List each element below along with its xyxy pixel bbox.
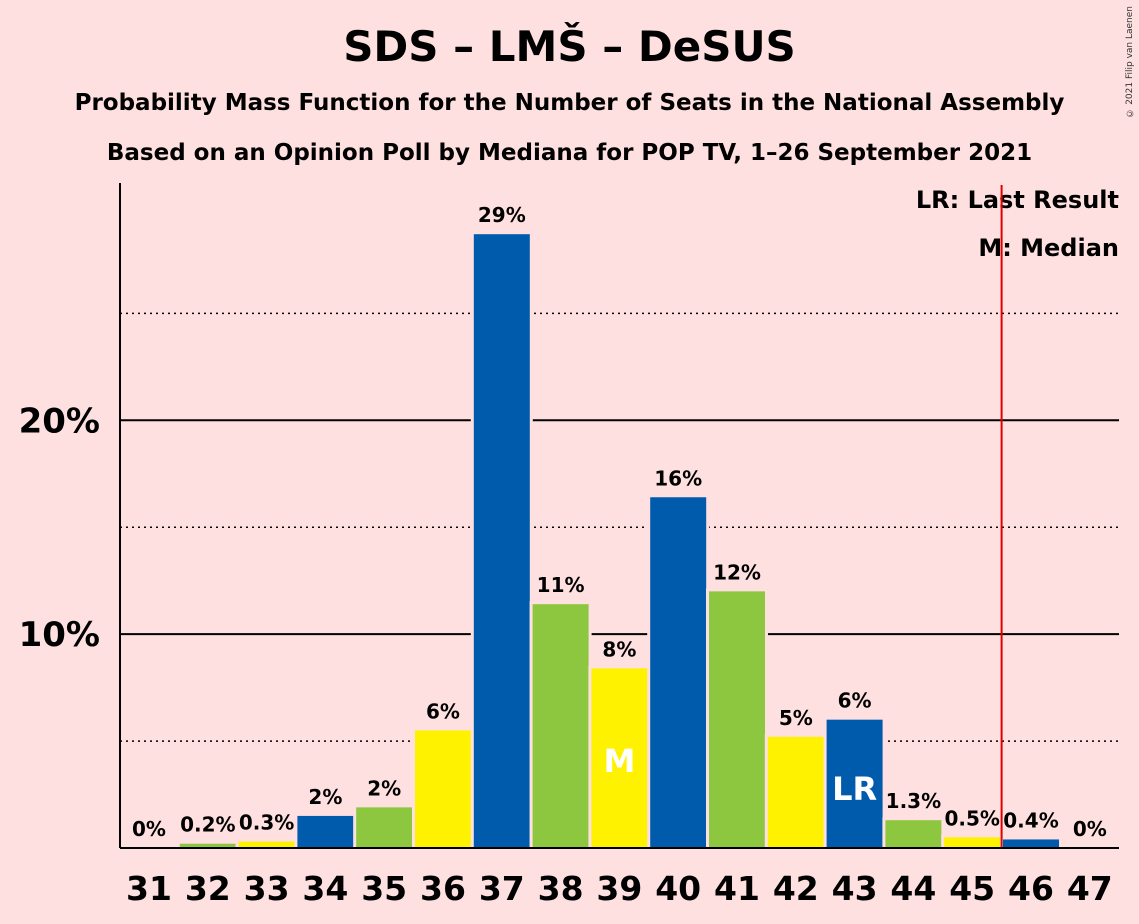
bar-value-label: 29% <box>478 203 526 227</box>
x-tick-label: 36 <box>420 869 466 908</box>
bar-seat-35 <box>356 807 413 848</box>
chart-title: SDS – LMŠ – DeSUS <box>343 22 796 71</box>
bar-value-label: 2% <box>367 776 401 800</box>
last-result-marker: LR <box>832 770 877 808</box>
bar-seat-32 <box>179 843 236 848</box>
bar-value-label: 1.3% <box>886 789 941 813</box>
bar-seat-45 <box>944 837 1001 848</box>
x-tick-label: 32 <box>185 869 231 908</box>
x-tick-label: 46 <box>1008 869 1054 908</box>
bar-value-label: 0.4% <box>1003 808 1058 832</box>
x-tick-label: 31 <box>126 869 172 908</box>
x-tick-label: 41 <box>714 869 760 908</box>
bar-seat-34 <box>297 815 354 848</box>
bar-value-label: 0% <box>132 817 166 841</box>
bar-value-label: 6% <box>838 689 872 713</box>
bar-seat-41 <box>709 591 765 848</box>
x-tick-label: 37 <box>479 869 525 908</box>
bar-value-label: 0.2% <box>180 813 235 837</box>
bar-seat-46 <box>1003 839 1059 848</box>
bar-value-label: 12% <box>713 560 761 584</box>
bar-seat-33 <box>238 841 295 848</box>
bar-seat-40 <box>650 497 707 848</box>
bar-value-label: 8% <box>602 637 636 661</box>
x-tick-label: 45 <box>949 869 995 908</box>
x-tick-label: 39 <box>596 869 642 908</box>
x-tick-label: 34 <box>302 869 348 908</box>
bar-value-label: 0% <box>1073 817 1107 841</box>
bar-seat-39 <box>591 668 648 848</box>
x-tick-label: 44 <box>890 869 936 908</box>
bar-seat-44 <box>885 820 942 848</box>
x-tick-label: 42 <box>773 869 819 908</box>
bar-seat-42 <box>767 736 824 848</box>
bar-value-label: 5% <box>779 706 813 730</box>
bar-seat-36 <box>415 730 471 848</box>
bar-value-label: 2% <box>308 785 342 809</box>
legend-last-result: LR: Last Result <box>915 186 1119 214</box>
bar-value-label: 16% <box>654 466 702 490</box>
median-marker: M <box>603 742 635 780</box>
y-tick-label: 10% <box>19 615 100 655</box>
bar-value-label: 11% <box>537 573 585 597</box>
chart-subtitle: Probability Mass Function for the Number… <box>74 90 1065 116</box>
x-tick-label: 35 <box>361 869 407 908</box>
bar-seat-38 <box>532 604 589 848</box>
chart-subtitle-source: Based on an Opinion Poll by Mediana for … <box>106 140 1033 166</box>
bar-seat-37 <box>473 234 530 849</box>
x-tick-label: 43 <box>832 869 878 908</box>
x-tick-label: 47 <box>1067 869 1113 908</box>
bar-value-label: 0.5% <box>944 806 999 830</box>
bar-seat-43 <box>826 719 883 848</box>
x-tick-label: 40 <box>655 869 701 908</box>
y-tick-label: 20% <box>19 401 100 441</box>
bar-value-label: 6% <box>426 699 460 723</box>
bar-value-label: 0.3% <box>239 811 294 835</box>
x-tick-label: 38 <box>538 869 584 908</box>
x-tick-label: 33 <box>244 869 290 908</box>
